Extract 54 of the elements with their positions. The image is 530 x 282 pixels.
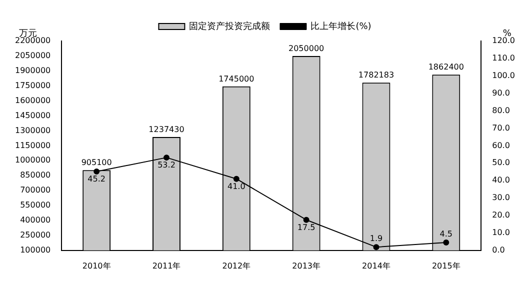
y-tick-label: 1450000 — [14, 110, 51, 120]
point — [163, 154, 170, 161]
y2-tick-label: 100.0 — [492, 70, 516, 80]
y-tick-label: 850000 — [20, 170, 51, 180]
y2-tick-label: 0.0 — [492, 245, 505, 254]
point — [94, 168, 100, 175]
data-label: 1862400 — [428, 62, 464, 72]
data-label: 53.2 — [158, 160, 176, 170]
data-label: 1237430 — [148, 125, 184, 134]
point — [303, 216, 310, 223]
y-tick-label: 700000 — [20, 186, 51, 195]
data-label: 45.2 — [88, 174, 106, 184]
y2-tick-label: 10.0 — [492, 228, 510, 238]
y2-tick-label: 60.0 — [492, 140, 510, 150]
y2-tick-label: 40.0 — [492, 176, 510, 185]
data-label: 905100 — [81, 158, 112, 168]
data-label: 4.5 — [440, 230, 453, 239]
y2-tick-label: 90.0 — [492, 88, 510, 98]
y-tick-label: 2050000 — [14, 51, 51, 60]
data-label: 1745000 — [218, 74, 254, 84]
y-tick-label: 100000 — [20, 245, 51, 254]
y2-tick-label: 120.0 — [492, 36, 516, 46]
data-label: 41.0 — [228, 182, 246, 191]
x-tick-label: 2013年 — [292, 261, 320, 270]
y2-tick-label: 20.0 — [492, 210, 510, 220]
point — [373, 244, 380, 250]
data-label: 1.9 — [370, 234, 383, 244]
y2-tick-label: 110.0 — [492, 54, 516, 63]
x-tick-label: 2011年 — [152, 261, 181, 270]
legend-label: 固定资产投资完成额 — [189, 20, 270, 32]
point — [233, 176, 240, 182]
y2-tick-label: 70.0 — [492, 123, 510, 132]
y-tick-label: 250000 — [20, 230, 51, 240]
y2-tick-label: 30.0 — [492, 193, 510, 202]
x-tick-label: 2010年 — [82, 261, 111, 270]
data-label: 17.5 — [297, 222, 316, 232]
y-tick-label: 2200000 — [14, 36, 51, 46]
y-tick-label: 1000000 — [14, 156, 51, 165]
x-tick-label: 2014年 — [362, 261, 390, 270]
y-tick-label: 1750000 — [14, 80, 51, 90]
data-label: 1782183 — [358, 70, 394, 80]
y-tick-label: 400000 — [20, 216, 51, 225]
legend-label: 比上年增长(%) — [310, 20, 372, 32]
y-tick-label: 1600000 — [14, 96, 51, 105]
data-label: 2050000 — [288, 44, 324, 54]
y2-tick-label: 80.0 — [492, 106, 510, 115]
y-tick-label: 1150000 — [14, 140, 51, 150]
y-tick-label: 1900000 — [14, 66, 51, 75]
y2-tick-label: 50.0 — [492, 158, 510, 168]
y-tick-label: 1300000 — [14, 126, 51, 135]
x-tick-label: 2012年 — [222, 261, 251, 270]
x-tick-label: 2015年 — [432, 261, 460, 270]
point — [443, 240, 450, 246]
y-tick-label: 550000 — [20, 200, 51, 210]
